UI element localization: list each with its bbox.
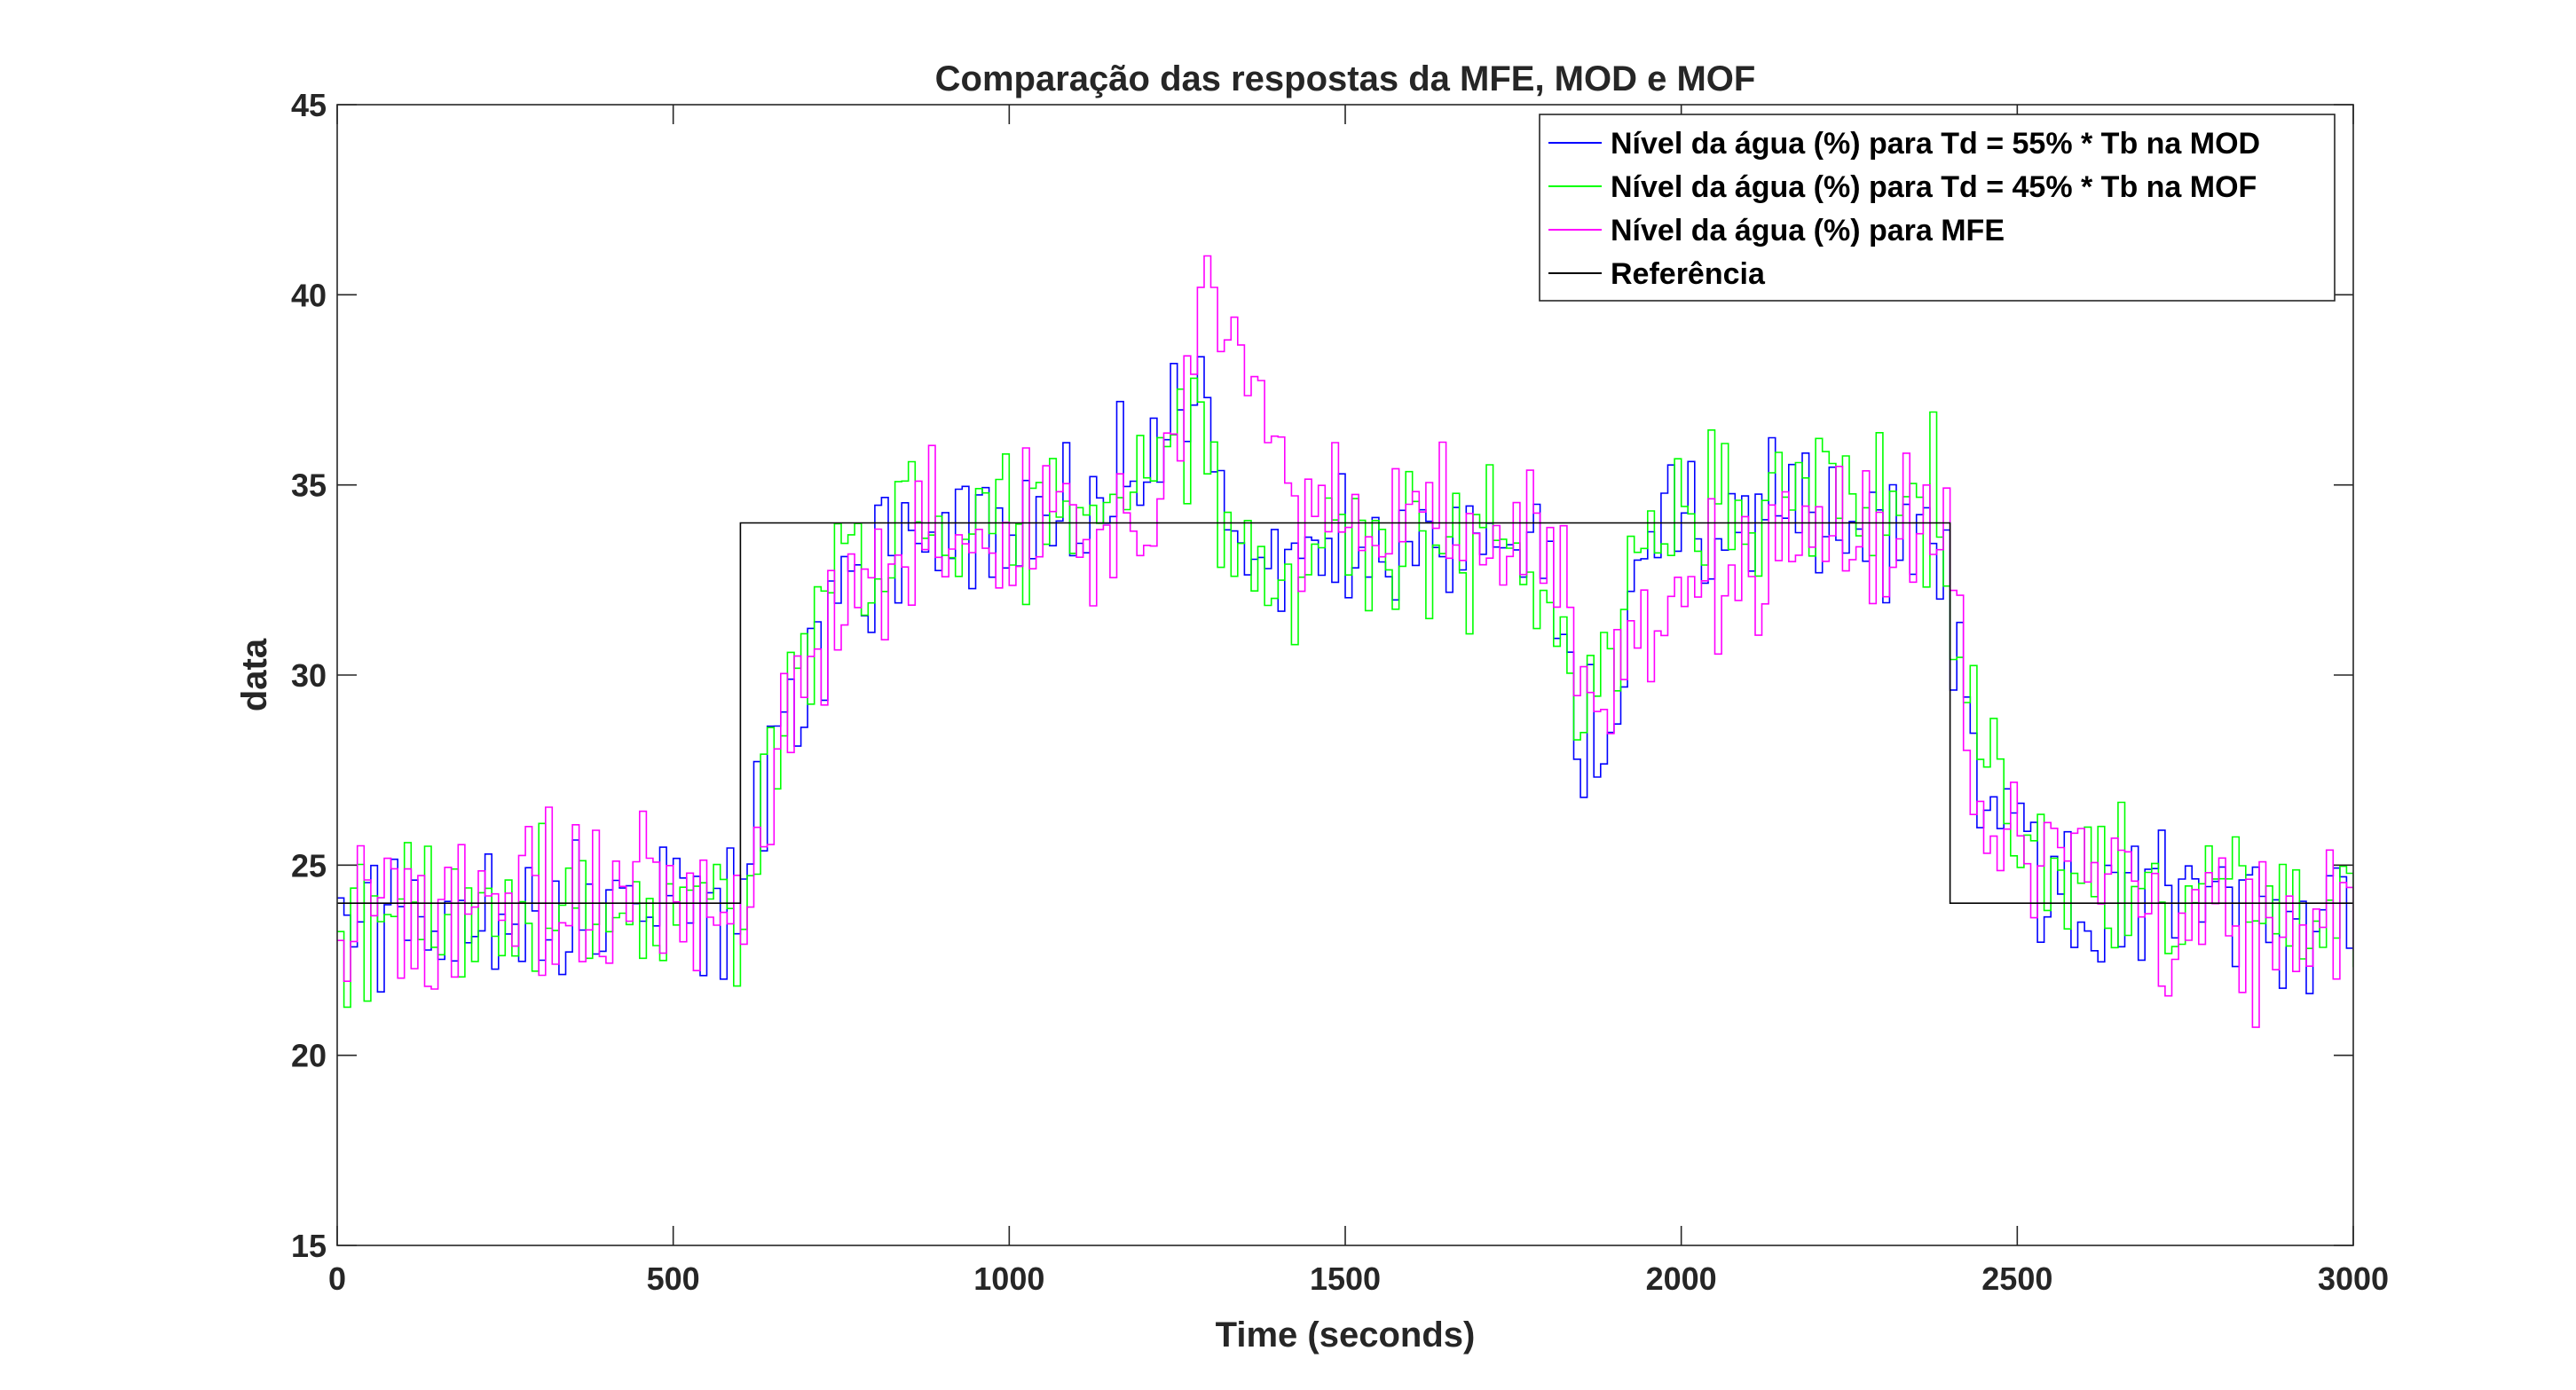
x-tick-label: 0 [328, 1260, 346, 1297]
y-tick-label: 15 [291, 1228, 327, 1264]
legend-entry: Nível da água (%) para Td = 45% * Tb na … [1611, 170, 2257, 204]
y-axis: 15 20 25 30 35 40 45 [291, 87, 2353, 1264]
x-tick-label: 2000 [1646, 1260, 1717, 1297]
y-tick-label: 40 [291, 277, 327, 313]
y-tick-label: 45 [291, 87, 327, 123]
series-line-1 [337, 377, 2353, 1009]
legend-entry: Nível da água (%) para Td = 55% * Tb na … [1611, 127, 2260, 161]
x-axis-label: Time (seconds) [1216, 1315, 1476, 1355]
legend-entry: Referência [1611, 257, 1766, 291]
legend: Nível da água (%) para Td = 55% * Tb na … [1539, 114, 2336, 302]
x-axis: 0 500 1000 1500 2000 2500 3000 [328, 105, 2389, 1297]
y-tick-label: 25 [291, 847, 327, 883]
x-tick-label: 500 [647, 1260, 700, 1297]
x-tick-label: 2500 [1981, 1260, 2052, 1297]
y-tick-label: 20 [291, 1038, 327, 1074]
plot-area [336, 104, 2354, 1246]
chart-title: Comparação das respostas da MFE, MOD e M… [935, 59, 1756, 98]
x-tick-label: 3000 [2318, 1260, 2389, 1297]
x-tick-label: 1500 [1310, 1260, 1381, 1297]
legend-entry: Nível da água (%) para MFE [1611, 214, 2005, 247]
series-line-3 [337, 522, 2353, 904]
legend-box [1539, 114, 2336, 302]
y-tick-label: 30 [291, 657, 327, 694]
y-tick-label: 35 [291, 467, 327, 504]
x-tick-label: 1000 [973, 1260, 1044, 1297]
y-axis-label: data [235, 638, 274, 711]
series-line-2 [337, 255, 2353, 1028]
